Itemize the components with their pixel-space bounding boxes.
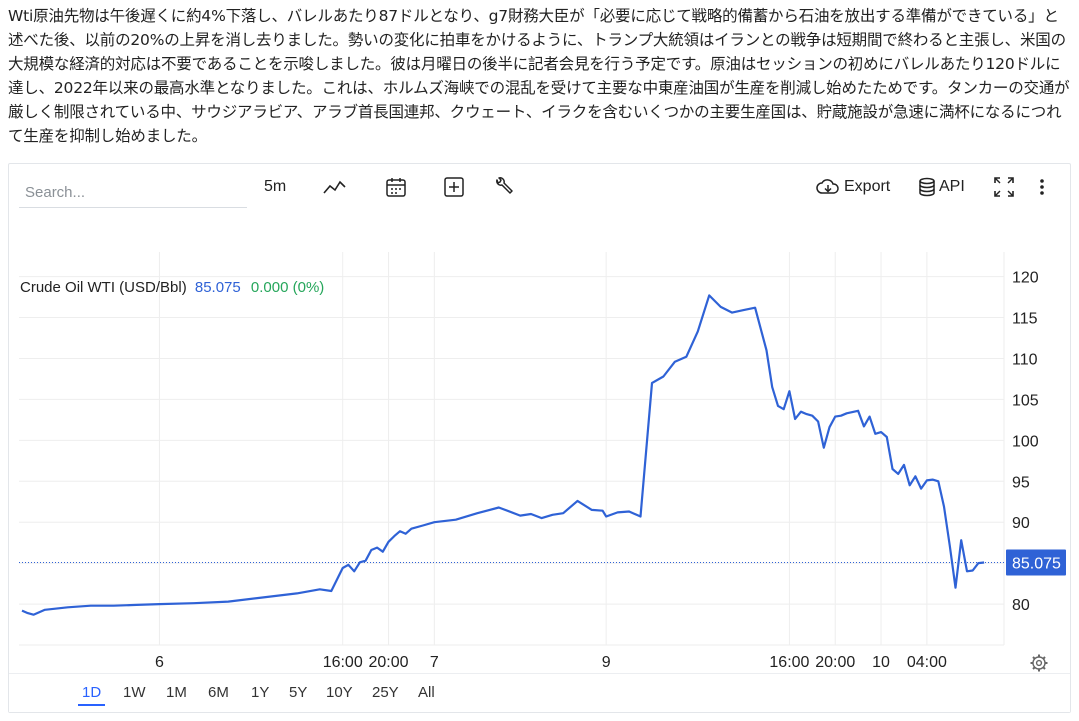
api-button[interactable]: API <box>918 174 965 200</box>
chart-widget: 5m <box>8 163 1071 713</box>
x-tick-label: 20:00 <box>815 654 855 671</box>
range-10y-button[interactable]: 10Y <box>322 684 357 701</box>
gear-icon <box>1030 654 1048 672</box>
plus-box-icon <box>444 177 464 197</box>
y-tick-label: 80 <box>1012 597 1030 614</box>
export-button[interactable]: Export <box>815 174 890 200</box>
x-tick-label: 9 <box>602 654 611 671</box>
fullscreen-icon <box>994 177 1014 197</box>
x-tick-label: 16:00 <box>323 654 363 671</box>
last-price-text: 85.075 <box>1012 556 1061 573</box>
grid-lines <box>19 252 1004 645</box>
series-line <box>21 294 985 616</box>
range-all-button[interactable]: All <box>414 684 439 701</box>
x-tick-label: 16:00 <box>769 654 809 671</box>
x-tick-label: 20:00 <box>369 654 409 671</box>
legend-last-value: 85.075 <box>195 279 241 296</box>
y-axis-ticks: 80859095100105110115120 <box>1012 270 1039 615</box>
compare-button[interactable] <box>443 174 465 200</box>
price-chart: 80859095100105110115120 616:0020:007916:… <box>19 252 1066 672</box>
y-tick-label: 100 <box>1012 433 1039 450</box>
x-tick-label: 7 <box>430 654 439 671</box>
y-tick-label: 90 <box>1012 515 1030 532</box>
y-tick-label: 95 <box>1012 474 1030 491</box>
range-1w-button[interactable]: 1W <box>119 684 150 701</box>
interval-button[interactable]: 5m <box>264 174 286 200</box>
range-5y-button[interactable]: 5Y <box>285 684 311 701</box>
x-axis-ticks: 6 16:00 20:00 7 9 16:00 20:00 10 04:00 <box>155 654 947 671</box>
database-icon <box>919 177 935 197</box>
range-selector: 1D 1W 1M 6M 1Y 5Y 10Y 25Y All <box>9 673 1070 712</box>
chart-toolbar: 5m <box>9 164 1070 208</box>
x-tick-label: 04:00 <box>907 654 947 671</box>
legend-change: 0.000 (0%) <box>251 279 324 296</box>
line-chart-icon <box>323 180 346 194</box>
calendar-icon <box>386 178 406 197</box>
article-text: Wti原油先物は午後遅くに約4%下落し、バレルあたり87ドルとなり、g7財務大臣… <box>8 7 1070 145</box>
api-label: API <box>939 178 965 195</box>
x-tick-label: 10 <box>872 654 890 671</box>
range-1m-button[interactable]: 1M <box>162 684 191 701</box>
legend-title: Crude Oil WTI (USD/Bbl) <box>20 279 187 296</box>
wrench-icon <box>496 177 513 194</box>
interval-label: 5m <box>264 178 287 195</box>
export-label: Export <box>844 178 891 195</box>
more-menu-button[interactable] <box>1037 174 1047 200</box>
search-input[interactable] <box>19 177 247 208</box>
y-tick-label: 120 <box>1012 270 1039 287</box>
chart-type-button[interactable] <box>323 174 347 200</box>
y-tick-label: 110 <box>1012 351 1038 368</box>
settings-button[interactable] <box>1030 654 1048 672</box>
legend: Crude Oil WTI (USD/Bbl) 85.075 0.000 (0%… <box>20 279 324 296</box>
range-6m-button[interactable]: 6M <box>204 684 233 701</box>
last-price-label: 85.075 <box>1006 549 1066 576</box>
y-tick-label: 115 <box>1012 311 1038 328</box>
range-1d-button[interactable]: 1D <box>78 684 106 706</box>
fullscreen-button[interactable] <box>993 174 1015 200</box>
date-range-button[interactable] <box>385 174 407 200</box>
y-tick-label: 105 <box>1012 392 1039 409</box>
x-tick-label: 6 <box>155 654 164 671</box>
more-vertical-icon <box>1040 179 1044 195</box>
range-25y-button[interactable]: 25Y <box>368 684 403 701</box>
tools-button[interactable] <box>493 174 515 200</box>
cloud-download-icon <box>816 179 839 194</box>
range-1y-button[interactable]: 1Y <box>247 684 273 701</box>
